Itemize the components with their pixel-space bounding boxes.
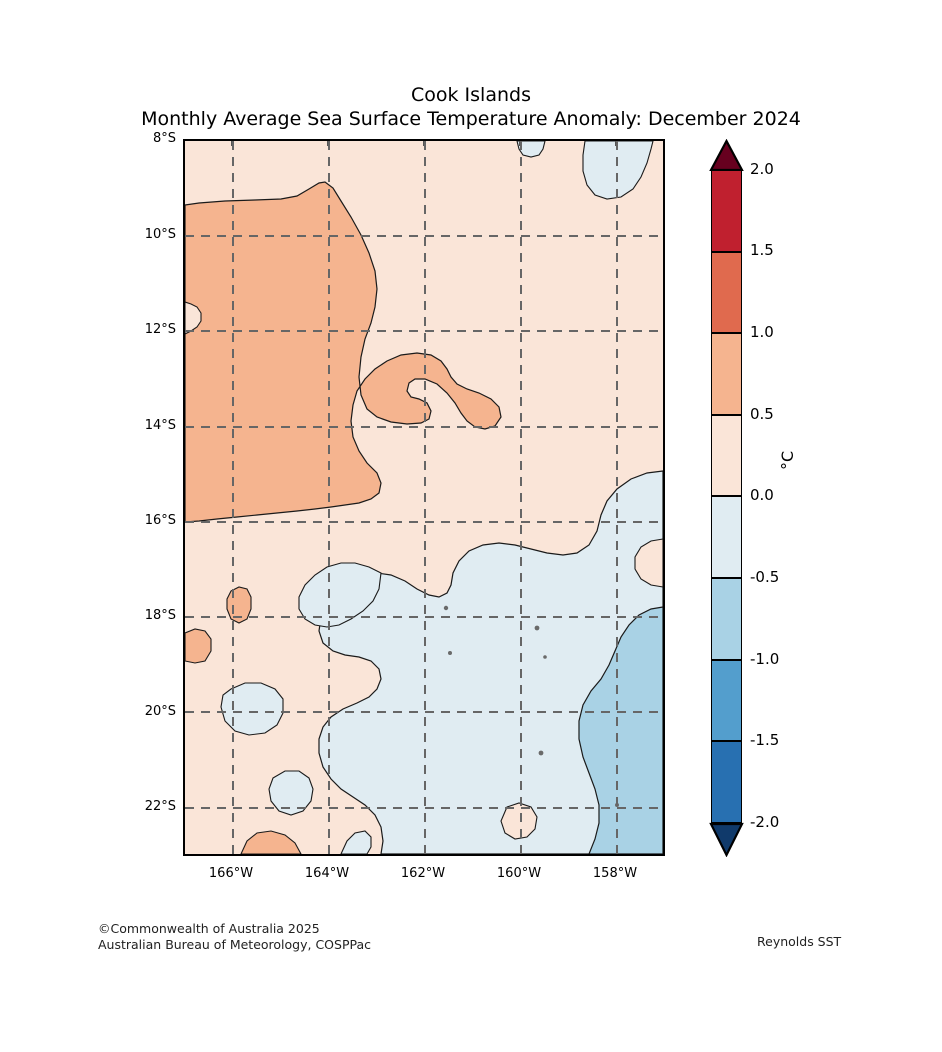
title-line-1: Cook Islands [411, 84, 531, 106]
cool-sliver-bottom [340, 830, 372, 854]
warm-region-nw [185, 181, 502, 523]
x-tick-mark [327, 141, 328, 146]
colorbar-bands [711, 170, 742, 823]
colorbar-tick--1.0: -1.0 [750, 650, 780, 668]
colorbar-over-arrow [711, 141, 741, 170]
colorbar-band-0.5-1.0 [711, 333, 742, 415]
colorbar-band-1.5-2.0 [711, 170, 742, 252]
colorbar-band-1.0-1.5 [711, 251, 742, 334]
sst-anomaly-contour-map [185, 141, 663, 854]
lat-tick-20S: 20°S [144, 704, 176, 719]
title-line-2: Monthly Average Sea Surface Temperature … [141, 108, 801, 130]
colorbar-band-0.0-0.5 [711, 414, 742, 497]
colorbar-unit-label: °C [778, 450, 797, 470]
cool-lobe-top-a [516, 141, 546, 158]
warm-patch-b [185, 628, 212, 664]
colorbar-band--0.5-0.0 [711, 496, 742, 578]
colorbar-under-arrow [709, 822, 744, 857]
cool-blob-west-2 [268, 770, 314, 816]
colorbar-over-arrow-outline [709, 139, 744, 171]
colorbar-tick-0.0: 0.0 [750, 486, 774, 504]
colorbar-tick--0.5: -0.5 [750, 568, 780, 586]
lon-tick-160W: 160°W [496, 866, 542, 881]
cool-blob-west [220, 682, 284, 736]
footer-data-source: Reynolds SST [757, 934, 842, 949]
colorbar-band--1.5--1.0 [711, 659, 742, 742]
lat-tick-10S: 10°S [144, 227, 176, 242]
lat-tick-16S: 16°S [144, 513, 176, 528]
x-tick-mark [615, 141, 616, 146]
island-dot [534, 625, 540, 631]
colorbar-band--1.0--0.5 [711, 578, 742, 660]
cool-region-corner-se [578, 606, 663, 854]
island-dot [538, 750, 544, 756]
chart-title: Cook Islands Monthly Average Sea Surface… [0, 84, 942, 131]
lat-tick-12S: 12°S [144, 322, 176, 337]
footer-attribution: ©Commonwealth of Australia 2025 Australi… [98, 921, 371, 953]
lat-tick-14S: 14°S [144, 418, 176, 433]
warm-hole-se [500, 802, 538, 840]
warm-patch-bottom [240, 830, 302, 854]
colorbar-tick-0.5: 0.5 [750, 405, 774, 423]
lon-tick-158W: 158°W [592, 866, 638, 881]
warm-region-notch [185, 301, 202, 335]
lon-tick-166W: 166°W [208, 866, 254, 881]
island-dot [543, 655, 547, 659]
colorbar-band--2.0--1.5 [711, 741, 742, 823]
lon-tick-162W: 162°W [400, 866, 446, 881]
colorbar-tick-1.0: 1.0 [750, 323, 774, 341]
warm-hole-east [634, 538, 663, 588]
island-dot [443, 605, 449, 611]
cool-lobe-top-b [582, 141, 654, 200]
footer-copyright: ©Commonwealth of Australia 2025 [98, 921, 320, 936]
x-tick-mark [423, 141, 424, 146]
island-dot [448, 651, 452, 655]
graticule [185, 141, 663, 854]
colorbar-tick-2.0: 2.0 [750, 160, 774, 178]
lon-tick-164W: 164°W [304, 866, 350, 881]
lat-tick-22S: 22°S [144, 799, 176, 814]
cool-finger-west [298, 562, 382, 628]
colorbar-tick-1.5: 1.5 [750, 241, 774, 259]
footer-organisation: Australian Bureau of Meteorology, COSPPa… [98, 937, 371, 952]
colorbar-tick--1.5: -1.5 [750, 731, 780, 749]
x-tick-mark [231, 141, 232, 146]
x-tick-mark [519, 141, 520, 146]
colorbar-tick--2.0: -2.0 [750, 813, 780, 831]
lat-tick-8S: 8°S [152, 131, 176, 146]
map-plot-area[interactable] [183, 139, 665, 856]
lat-tick-18S: 18°S [144, 608, 176, 623]
